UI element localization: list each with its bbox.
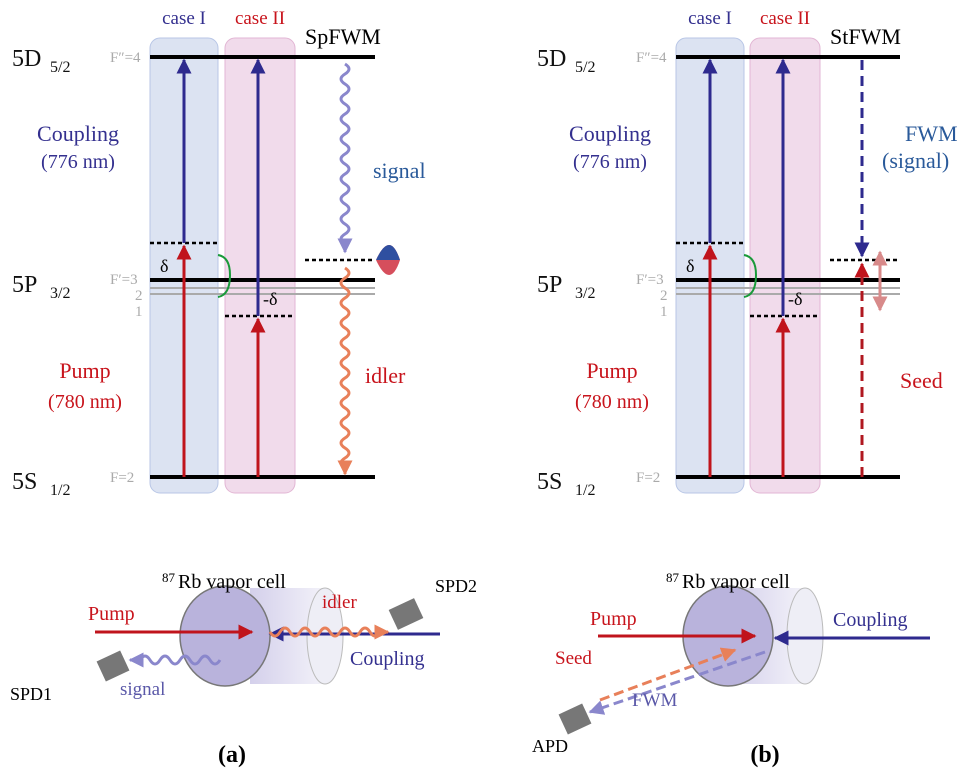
case-label: case II bbox=[235, 8, 285, 29]
level-label: 5D bbox=[537, 46, 566, 72]
detector-label: APD bbox=[532, 736, 568, 756]
shape bbox=[389, 598, 424, 630]
shape bbox=[376, 245, 400, 260]
case-label: case I bbox=[162, 8, 206, 29]
panel-label: (b) bbox=[750, 742, 779, 768]
process-label: SpFWM bbox=[305, 24, 381, 49]
wavy-arrow bbox=[341, 268, 349, 474]
process-label: StFWM bbox=[830, 24, 901, 49]
panel-b: case I case II StFWM 5D 5/2 F″=4 5P 3/2 … bbox=[532, 8, 958, 768]
level-label: 5P bbox=[537, 272, 562, 298]
cell-label: Rb vapor cell bbox=[682, 571, 790, 593]
sublevel-label: 2 bbox=[135, 288, 143, 304]
coupling-label: (776 nm) bbox=[41, 151, 115, 173]
beam-label: Coupling bbox=[350, 648, 424, 670]
figure: case I case II SpFWM 5D 5/2 F″=4 5P 3/2 … bbox=[0, 0, 980, 777]
level-label: 5S bbox=[537, 469, 562, 495]
level-sub: 5/2 bbox=[50, 59, 70, 76]
level-label: 5S bbox=[12, 469, 37, 495]
hyperfine-label: F=2 bbox=[636, 470, 660, 486]
panel-a: case I case II SpFWM 5D 5/2 F″=4 5P 3/2 … bbox=[10, 8, 477, 768]
sublevel-label: 2 bbox=[660, 288, 668, 304]
pump-label: (780 nm) bbox=[48, 391, 122, 413]
beam-label: FWM bbox=[632, 690, 678, 711]
level-label: 5D bbox=[12, 46, 41, 72]
pump-label: (780 nm) bbox=[575, 391, 649, 413]
beam-label: signal bbox=[120, 679, 165, 700]
case-label: case I bbox=[688, 8, 732, 29]
level-label: 5P bbox=[12, 272, 37, 298]
wavy-arrow bbox=[341, 64, 349, 252]
setup-a bbox=[95, 586, 440, 686]
beam-label: Coupling bbox=[833, 609, 907, 631]
cell-label: Rb vapor cell bbox=[178, 571, 286, 593]
isotope: 87 bbox=[666, 570, 680, 585]
isotope: 87 bbox=[162, 570, 176, 585]
coupling-label: (776 nm) bbox=[573, 151, 647, 173]
case-box bbox=[225, 38, 295, 493]
hyperfine-label: F′=3 bbox=[110, 272, 138, 288]
detuning-label: -δ bbox=[788, 289, 802, 309]
sublevel-label: 1 bbox=[660, 304, 668, 320]
beam-label: Seed bbox=[555, 648, 592, 669]
hyperfine-label: F″=4 bbox=[110, 50, 141, 66]
pump-label: Pump bbox=[59, 358, 110, 383]
level-sub: 3/2 bbox=[50, 285, 70, 302]
beam-label: Pump bbox=[590, 608, 637, 630]
shape bbox=[180, 586, 270, 686]
detector-label: SPD2 bbox=[435, 576, 477, 596]
coupling-label: Coupling bbox=[37, 121, 119, 146]
pump-label: Pump bbox=[586, 358, 637, 383]
case-label: case II bbox=[760, 8, 810, 29]
transition-label: Seed bbox=[900, 368, 943, 393]
coupling-label: Coupling bbox=[569, 121, 651, 146]
level-sub: 1/2 bbox=[575, 482, 595, 499]
detuning-label: -δ bbox=[263, 289, 277, 309]
case-box bbox=[750, 38, 820, 493]
detuning-label: δ bbox=[160, 256, 168, 276]
transition-label: FWM bbox=[905, 121, 958, 146]
level-sub: 5/2 bbox=[575, 59, 595, 76]
hyperfine-label: F′=3 bbox=[636, 272, 664, 288]
transition-label: (signal) bbox=[882, 148, 949, 173]
beam-label: idler bbox=[322, 592, 357, 613]
transition-label: signal bbox=[373, 158, 426, 183]
beam-label: Pump bbox=[88, 603, 135, 625]
shape bbox=[787, 588, 823, 684]
detector-label: SPD1 bbox=[10, 684, 52, 704]
level-sub: 1/2 bbox=[50, 482, 70, 499]
level-sub: 3/2 bbox=[575, 285, 595, 302]
detuning-label: δ bbox=[686, 256, 694, 276]
hyperfine-label: F″=4 bbox=[636, 50, 667, 66]
shape bbox=[559, 704, 592, 735]
shape bbox=[97, 651, 130, 682]
hyperfine-label: F=2 bbox=[110, 470, 134, 486]
panel-label: (a) bbox=[218, 742, 246, 768]
sublevel-label: 1 bbox=[135, 304, 143, 320]
transition-label: idler bbox=[365, 363, 406, 388]
